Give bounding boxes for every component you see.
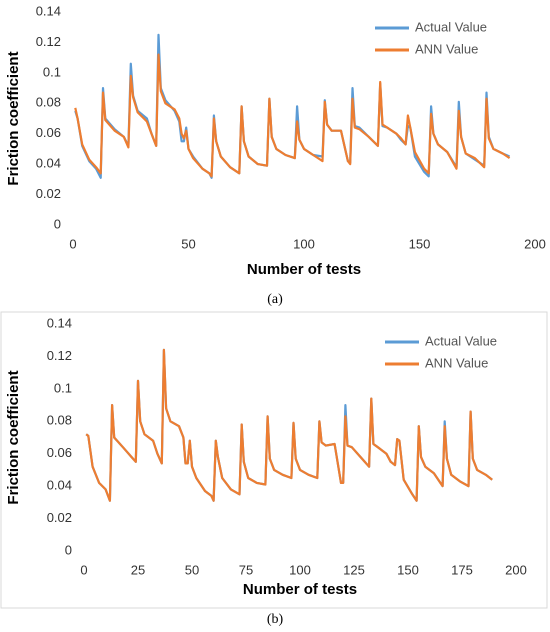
x-tick-label: 0	[80, 562, 87, 577]
legend-label: Actual Value	[415, 19, 487, 34]
x-tick-label: 0	[69, 236, 76, 251]
x-tick-label: 150	[397, 562, 419, 577]
y-tick-label: 0.08	[36, 95, 61, 110]
y-tick-label: 0.02	[36, 186, 61, 201]
y-tick-label: 0.1	[54, 380, 72, 395]
y-tick-label: 0.04	[47, 478, 72, 493]
x-tick-label: 150	[409, 236, 431, 251]
y-tick-label: 0	[65, 542, 72, 557]
legend-label: ANN Value	[415, 41, 478, 56]
legend-label: Actual Value	[425, 333, 497, 348]
x-tick-label: 50	[185, 562, 199, 577]
y-tick-label: 0.1	[43, 64, 61, 79]
chart-b-frame	[0, 311, 548, 609]
y-axis-title: Friction coefficient	[5, 370, 22, 504]
y-tick-label: 0.06	[47, 445, 72, 460]
x-tick-label: 175	[451, 562, 473, 577]
y-tick-label: 0.08	[47, 413, 72, 428]
x-axis-title: Number of tests	[243, 581, 357, 598]
x-tick-label: 125	[343, 562, 365, 577]
x-tick-label: 200	[524, 236, 546, 251]
series-line	[74, 53, 511, 178]
x-tick-label: 100	[293, 236, 315, 251]
x-tick-label: 100	[289, 562, 311, 577]
x-tick-label: 25	[131, 562, 145, 577]
y-tick-label: 0	[54, 216, 61, 231]
y-tick-label: 0.06	[36, 125, 61, 140]
caption: (a)	[267, 292, 283, 307]
series-line	[85, 348, 493, 502]
y-tick-label: 0.12	[47, 348, 72, 363]
y-tick-label: 0.02	[47, 510, 72, 525]
caption: (b)	[267, 612, 284, 627]
y-tick-label: 0.04	[36, 156, 61, 171]
y-axis-title: Friction coefficient	[5, 51, 22, 185]
y-tick-label: 0.14	[36, 3, 61, 18]
x-axis-title: Number of tests	[247, 261, 361, 278]
x-tick-label: 50	[181, 236, 195, 251]
x-tick-label: 200	[505, 562, 527, 577]
x-tick-label: 75	[239, 562, 253, 577]
legend-label: ANN Value	[425, 355, 488, 370]
y-tick-label: 0.12	[36, 34, 61, 49]
y-tick-label: 0.14	[47, 315, 72, 330]
